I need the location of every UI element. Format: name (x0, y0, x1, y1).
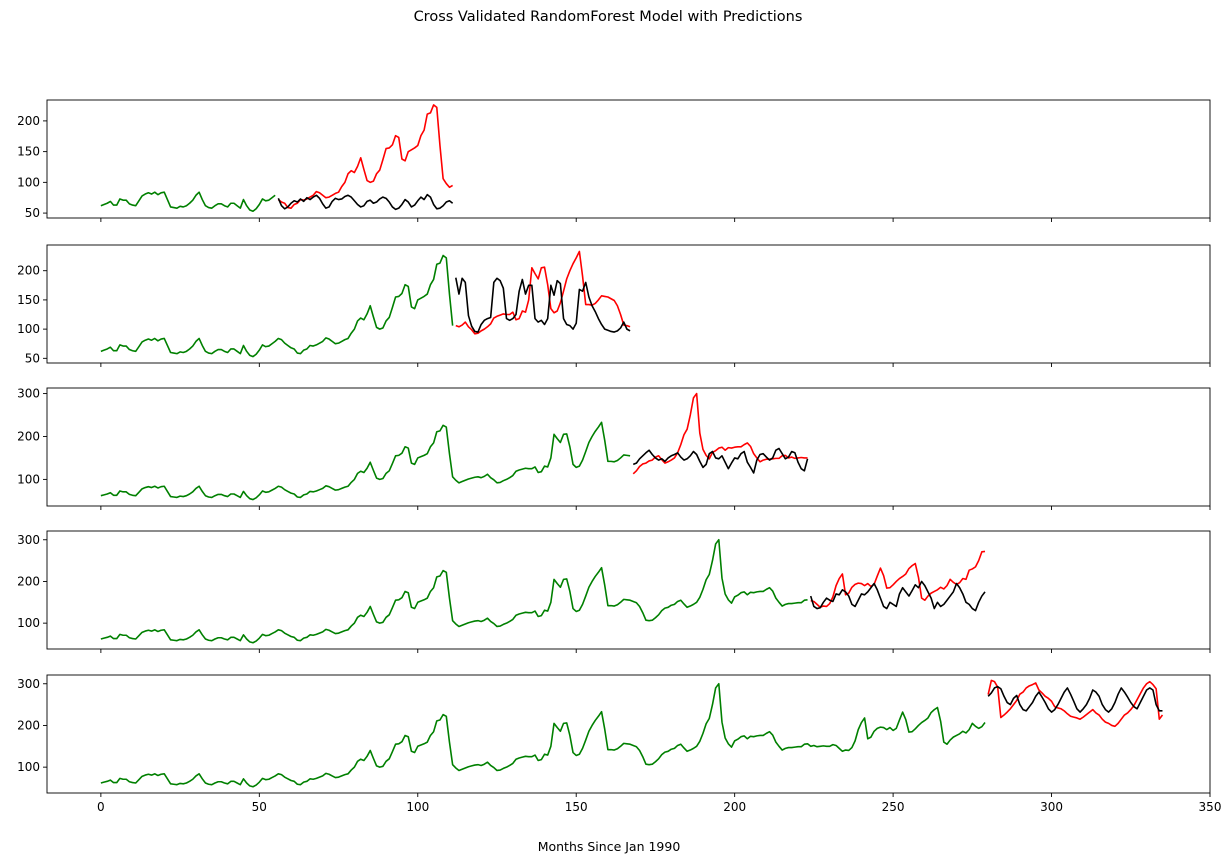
actual-line (455, 250, 631, 335)
subplot-2: 50 100 150 200 (17, 244, 1211, 367)
x-tick-label: 300 (1040, 800, 1063, 814)
y-tick-label: 200 (17, 264, 40, 278)
train-line (100, 538, 808, 644)
axes-frame (46, 674, 1211, 794)
train-line (100, 421, 631, 501)
actual-line (632, 392, 808, 475)
y-tick-label: 50 (25, 206, 40, 220)
actual-line (277, 104, 454, 209)
subplot-5: 100 200 300 0 50 100 150 200 250 300 350 (17, 674, 1222, 814)
y-tick-label: 200 (17, 114, 40, 128)
train-line (100, 254, 454, 358)
predicted-line (277, 193, 454, 211)
y-tick-label: 100 (17, 472, 40, 486)
x-tick-label: 350 (1199, 800, 1222, 814)
train-line (100, 191, 276, 213)
y-tick-label: 100 (17, 760, 40, 774)
y-tick-label: 200 (17, 574, 40, 588)
y-tick-label: 50 (25, 351, 40, 365)
y-tick-label: 100 (17, 322, 40, 336)
chart-title: Cross Validated RandomForest Model with … (414, 9, 803, 25)
axes-frame (46, 387, 1211, 507)
y-tick-label: 150 (17, 293, 40, 307)
x-tick-label: 200 (723, 800, 746, 814)
y-tick-label: 100 (17, 616, 40, 630)
x-tick-label: 100 (406, 800, 429, 814)
predicted-line (455, 277, 631, 333)
y-tick-label: 100 (17, 175, 40, 189)
subplot-1: 50 100 150 200 (17, 99, 1211, 222)
subplot-4: 100 200 300 (17, 530, 1211, 653)
y-tick-label: 200 (17, 429, 40, 443)
subplot-3: 100 200 300 (17, 387, 1211, 510)
x-tick-label: 50 (252, 800, 267, 814)
predicted-line (987, 685, 1163, 713)
x-tick-label: 150 (565, 800, 588, 814)
train-line (100, 682, 986, 788)
x-tick-label: 0 (97, 800, 105, 814)
y-tick-label: 300 (17, 533, 40, 547)
subplot-stack: 50 100 150 200 50 100 150 200 100 200 300 100 200 300… (17, 99, 1222, 814)
y-tick-label: 300 (17, 677, 40, 691)
predicted-line (809, 580, 986, 612)
axes-frame (46, 530, 1211, 650)
y-tick-label: 300 (17, 387, 40, 401)
y-tick-label: 200 (17, 718, 40, 732)
y-tick-label: 150 (17, 145, 40, 159)
predicted-line (632, 447, 809, 474)
x-axis-label: Months Since Jan 1990 (538, 839, 681, 854)
axes-frame (46, 244, 1211, 364)
x-tick-label: 250 (882, 800, 905, 814)
axes-frame (46, 99, 1211, 219)
